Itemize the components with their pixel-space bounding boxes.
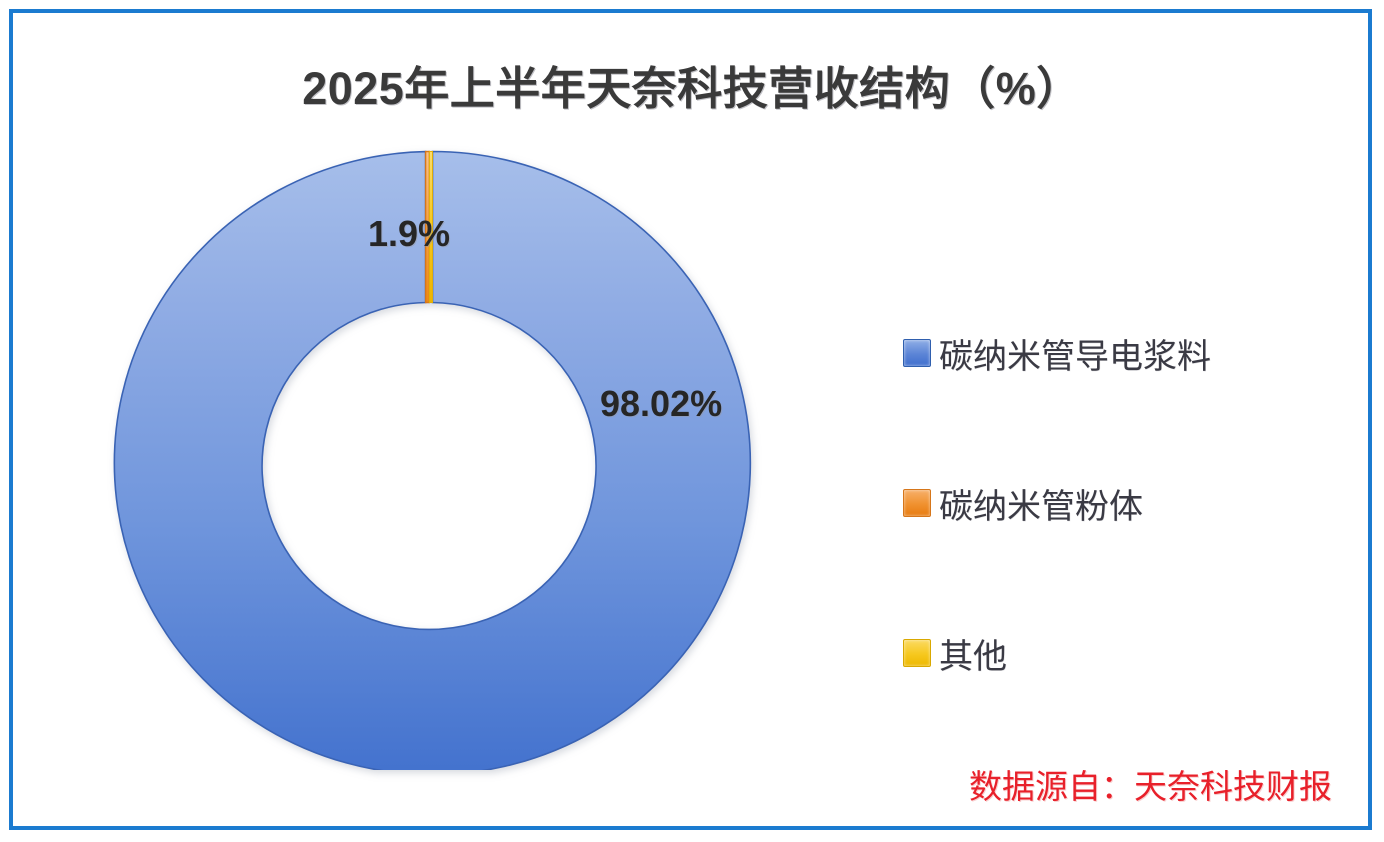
legend-label-slurry: 碳纳米管导电浆料 [939, 337, 1211, 376]
legend: 碳纳米管导电浆料 碳纳米管粉体 其他 [903, 278, 1343, 728]
source-note: 数据源自：天奈科技财报 [969, 768, 1332, 805]
pie-slice-slurry[interactable] [113, 150, 752, 771]
legend-label-other: 其他 [939, 637, 1007, 676]
legend-item-powder[interactable]: 碳纳米管粉体 [903, 428, 1343, 578]
legend-swatch-blue-icon [903, 339, 931, 367]
legend-swatch-yellow-icon [903, 639, 931, 667]
donut-chart-svg [113, 150, 752, 771]
data-label-powder: 1.9% [368, 213, 451, 254]
legend-item-slurry[interactable]: 碳纳米管导电浆料 [903, 278, 1343, 428]
legend-swatch-orange-icon [903, 489, 931, 517]
legend-label-powder: 碳纳米管粉体 [939, 487, 1143, 526]
page-title: 2025年上半年天奈科技营收结构（%） [302, 63, 1082, 114]
pie-slice-other[interactable] [428, 150, 433, 304]
data-label-slurry: 98.02% [600, 383, 723, 424]
donut-chart: 1.9% 98.02% [110, 147, 755, 770]
legend-item-other[interactable]: 其他 [903, 578, 1343, 728]
